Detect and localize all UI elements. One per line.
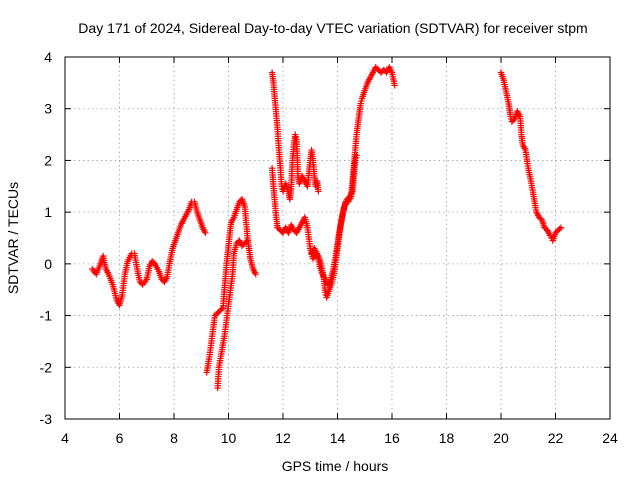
x-axis-label: GPS time / hours (282, 458, 389, 474)
data-point (252, 271, 259, 278)
data-point (150, 259, 157, 266)
data-point (537, 215, 544, 222)
data-point (556, 225, 563, 233)
y-tick-label: 4 (44, 49, 52, 65)
x-tick-label: 6 (116, 430, 124, 446)
x-tick-label: 18 (439, 430, 455, 446)
series-stpm (89, 64, 565, 392)
data-point (244, 237, 251, 244)
x-tick-label: 24 (602, 430, 618, 446)
x-tick-label: 16 (384, 430, 400, 446)
data-point (353, 152, 360, 159)
data-point (391, 82, 398, 89)
data-point (243, 238, 250, 246)
y-tick-label: 2 (44, 152, 52, 168)
grid (65, 57, 610, 419)
y-axis-label: SDTVAR / TECUs (5, 182, 21, 294)
y-tick-label: 0 (44, 256, 52, 272)
y-tick-labels: -3 -2 -1 0 1 2 3 4 (40, 49, 53, 427)
x-tick-label: 14 (330, 430, 346, 446)
x-tick-label: 10 (221, 430, 237, 446)
y-tick-label: -2 (40, 359, 53, 375)
data-point (557, 224, 565, 231)
data-point (315, 188, 322, 195)
data-point (218, 305, 225, 313)
x-tick-label: 22 (548, 430, 564, 446)
x-tick-label: 12 (275, 430, 291, 446)
y-tick-label: 3 (44, 101, 52, 117)
y-tick-label: 1 (44, 204, 52, 220)
x-tick-label: 4 (61, 430, 69, 446)
x-tick-labels: 4 6 8 10 12 14 16 18 20 22 24 (61, 430, 618, 446)
chart-title: Day 171 of 2024, Sidereal Day-to-day VTE… (78, 20, 587, 36)
data-point (202, 229, 209, 237)
x-tick-label: 20 (493, 430, 509, 446)
axis-ticks (64, 56, 611, 420)
x-tick-label: 8 (170, 430, 178, 446)
data-point (510, 117, 517, 124)
y-tick-label: -3 (40, 411, 53, 427)
y-tick-label: -1 (40, 308, 53, 324)
